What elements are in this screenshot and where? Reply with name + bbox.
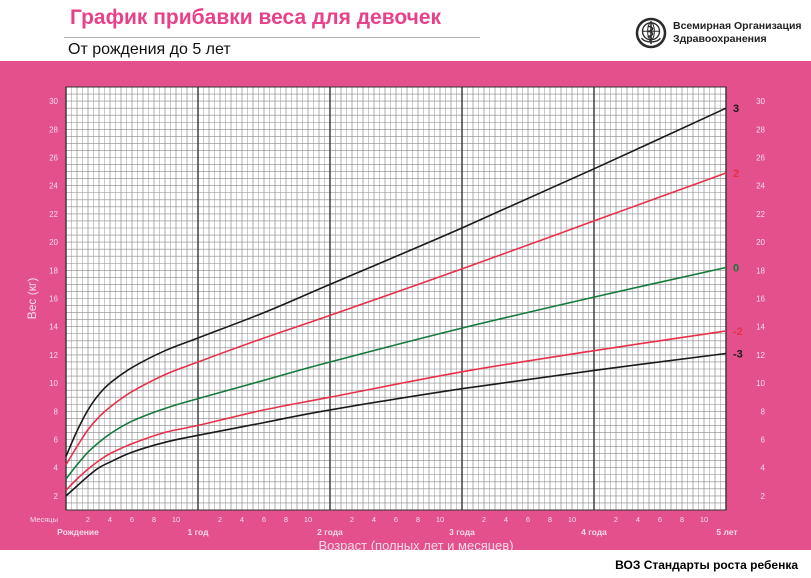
month-tick-label: 10 (304, 515, 312, 524)
y-tick-label-left: 16 (49, 295, 58, 304)
title-divider (64, 37, 480, 38)
month-tick-label: 4 (240, 515, 244, 524)
y-tick-label-right: 4 (761, 464, 766, 473)
y-tick-label-left: 28 (49, 125, 58, 134)
curve-3 (65, 107, 727, 457)
y-tick-label-left: 2 (54, 492, 59, 501)
y-tick-label-left: 26 (49, 154, 58, 163)
y-tick-label-left: 20 (49, 238, 58, 247)
page-title: График прибавки веса для девочек (70, 6, 442, 29)
curve-label: -3 (733, 348, 743, 360)
curve-minus2 (65, 330, 727, 491)
month-tick-label: 6 (130, 515, 134, 524)
year-label: 4 года (581, 527, 607, 537)
year-label: 1 год (188, 527, 210, 537)
page-subtitle: От рождения до 5 лет (68, 41, 231, 58)
month-tick-label: 6 (262, 515, 266, 524)
curve-label: 3 (733, 103, 739, 115)
x-axis-label: Возраст (полных лет и месяцев) (318, 538, 513, 550)
month-tick-label: 6 (394, 515, 398, 524)
year-label: 3 года (449, 527, 475, 537)
month-tick-label: 2 (350, 515, 354, 524)
month-tick-label: 8 (152, 515, 156, 524)
month-tick-label: 10 (172, 515, 180, 524)
who-name-line1: Всемирная Организация (673, 20, 802, 32)
y-tick-label-right: 30 (756, 97, 765, 106)
y-tick-label-right: 26 (756, 154, 765, 163)
month-tick-label: 4 (372, 515, 376, 524)
y-tick-label-right: 10 (756, 379, 765, 388)
month-tick-label: 8 (548, 515, 552, 524)
month-tick-label: 10 (436, 515, 444, 524)
month-tick-label: 8 (284, 515, 288, 524)
month-tick-label: 2 (86, 515, 90, 524)
y-tick-label-right: 28 (756, 125, 765, 134)
footer-source: ВОЗ Стандарты роста ребенка (615, 558, 798, 572)
month-tick-label: 10 (700, 515, 708, 524)
y-tick-label-left: 10 (49, 379, 58, 388)
month-tick-label: 4 (504, 515, 508, 524)
curve-label: 0 (733, 262, 739, 274)
curve-label: -2 (733, 326, 743, 338)
y-tick-label-left: 22 (49, 210, 58, 219)
y-tick-label-right: 20 (756, 238, 765, 247)
y-tick-label-right: 8 (761, 407, 766, 416)
curve-0 (65, 266, 727, 480)
y-tick-label-left: 24 (49, 182, 58, 191)
y-tick-label-left: 14 (49, 323, 58, 332)
curve-minus3 (65, 352, 727, 497)
y-tick-label-left: 30 (49, 97, 58, 106)
year-label: 5 лет (716, 527, 737, 537)
month-tick-label: 4 (108, 515, 112, 524)
y-tick-label-right: 18 (756, 266, 765, 275)
month-tick-label: 6 (658, 515, 662, 524)
month-tick-label: 6 (526, 515, 530, 524)
y-tick-label-left: 4 (54, 464, 59, 473)
y-tick-label-right: 2 (761, 492, 766, 501)
y-tick-label-left: 6 (54, 436, 59, 445)
curve-2 (65, 172, 727, 466)
month-tick-label: 2 (218, 515, 222, 524)
y-axis-label: Вес (кг) (25, 278, 39, 320)
y-tick-label-right: 12 (756, 351, 765, 360)
y-tick-label-right: 22 (756, 210, 765, 219)
who-logo: Всемирная Организация Здравоохранения (634, 16, 802, 50)
y-tick-label-left: 18 (49, 266, 58, 275)
chart-panel: 2 2 4 4 6 6 8 8 10 10 12 12 14 14 16 16 18 18 20 20 22 22 24 24… (0, 61, 811, 550)
months-label: Месяцы (30, 515, 58, 524)
curve-label: 2 (733, 168, 739, 180)
month-tick-label: 10 (568, 515, 576, 524)
y-tick-label-right: 14 (756, 323, 765, 332)
year-label: 2 года (317, 527, 343, 537)
month-tick-label: 8 (416, 515, 420, 524)
y-tick-label-right: 6 (761, 436, 766, 445)
month-tick-label: 4 (636, 515, 640, 524)
month-tick-label: 2 (614, 515, 618, 524)
y-tick-label-left: 12 (49, 351, 58, 360)
plot-border (65, 86, 727, 511)
y-tick-label-left: 8 (54, 407, 59, 416)
y-tick-label-right: 16 (756, 295, 765, 304)
y-tick-label-right: 24 (756, 182, 765, 191)
who-emblem-icon (635, 17, 667, 49)
who-name-line2: Здравоохранения (673, 33, 767, 45)
year-label: Рождение (57, 527, 99, 537)
month-tick-label: 8 (680, 515, 684, 524)
month-tick-label: 2 (482, 515, 486, 524)
